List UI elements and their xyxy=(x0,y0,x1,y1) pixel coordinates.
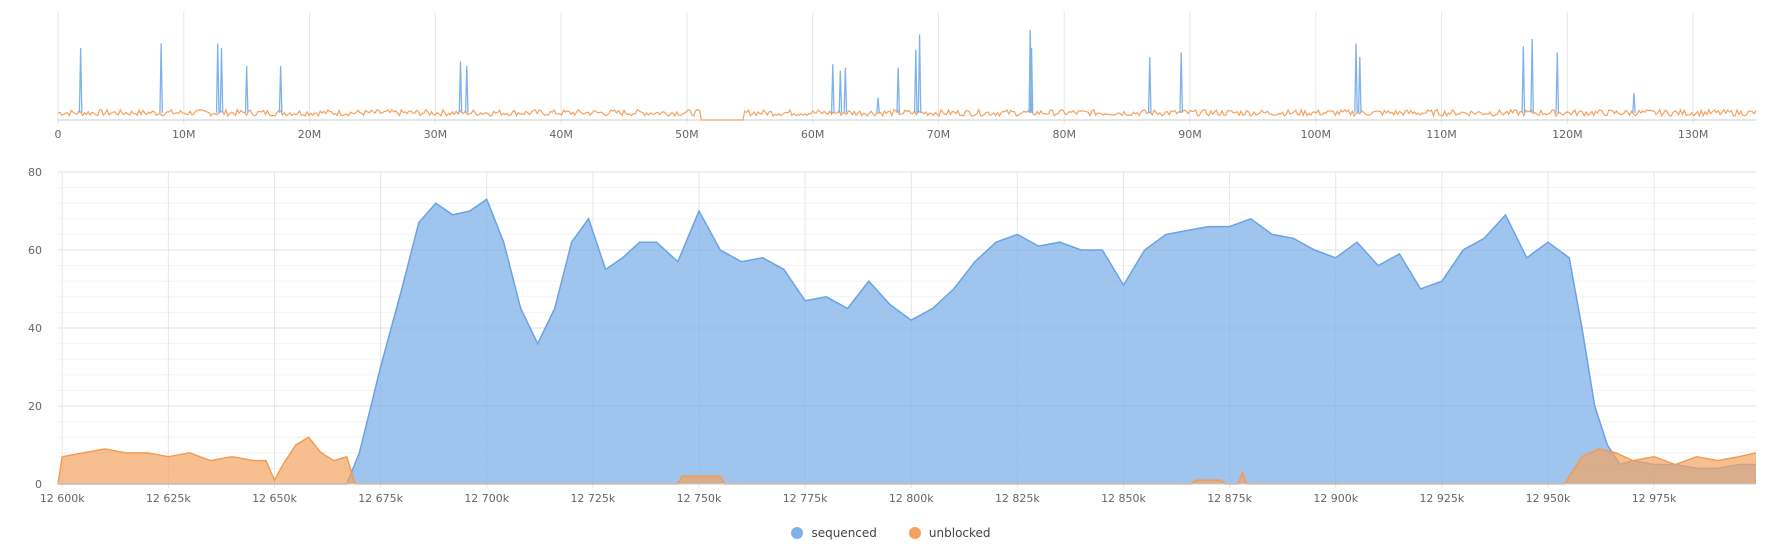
overview-x-tick-label: 90M xyxy=(1178,128,1202,141)
detail-y-tick-label: 40 xyxy=(28,322,42,335)
overview-series-sequenced-spike xyxy=(219,47,224,113)
overview-series-sequenced-spike xyxy=(464,65,469,113)
legend-label-sequenced: sequenced xyxy=(811,526,877,540)
legend-item-sequenced[interactable]: sequenced xyxy=(791,522,877,544)
detail-x-tick-label: 12 675k xyxy=(358,492,403,505)
overview-x-tick-label: 0 xyxy=(55,128,62,141)
overview-x-tick-label: 120M xyxy=(1552,128,1583,141)
overview-x-tick-label: 10M xyxy=(172,128,196,141)
detail-y-tick-label: 0 xyxy=(35,478,42,491)
detail-x-tick-label: 12 800k xyxy=(889,492,934,505)
legend-item-unblocked[interactable]: unblocked xyxy=(908,522,991,544)
overview-series-sequenced-spike xyxy=(159,43,163,113)
overview-x-tick-label: 40M xyxy=(549,128,573,141)
detail-x-tick-label: 12 975k xyxy=(1632,492,1677,505)
detail-x-tick-label: 12 950k xyxy=(1526,492,1571,505)
overview-series-sequenced-spike xyxy=(917,34,922,113)
overview-series-sequenced-spike xyxy=(1179,52,1184,113)
detail-x-tick-label: 12 625k xyxy=(146,492,191,505)
overview-series-sequenced-spike xyxy=(1632,92,1636,113)
detail-x-tick-label: 12 725k xyxy=(570,492,615,505)
detail-line-sequenced xyxy=(58,198,1756,485)
detail-chart[interactable]: 0 20 40 60 80 12 600k 12 625k 12 650k 12 675k 12 … xyxy=(28,166,1757,505)
overview-series-sequenced-spike xyxy=(215,43,220,113)
legend-swatch-sequenced xyxy=(791,527,804,539)
overview-series-sequenced-spike xyxy=(1555,52,1560,113)
overview-x-tick-label: 110M xyxy=(1426,128,1457,141)
detail-x-tick-label: 12 650k xyxy=(252,492,297,505)
detail-y-tick-label: 80 xyxy=(28,166,42,179)
detail-area-sequenced xyxy=(58,199,1756,485)
overview-series-sequenced-spike xyxy=(244,65,249,113)
overview-series-sequenced-spike xyxy=(830,64,835,113)
overview-series-sequenced-spike xyxy=(1029,47,1034,113)
overview-series-sequenced-spike xyxy=(1530,38,1534,113)
detail-x-tick-label: 12 750k xyxy=(677,492,722,505)
legend-label-unblocked: unblocked xyxy=(928,526,991,540)
overview-x-tick-label: 20M xyxy=(298,128,322,141)
detail-x-tick-label: 12 925k xyxy=(1419,492,1464,505)
overview-series-sequenced-spike xyxy=(838,70,843,113)
overview-x-tick-label: 70M xyxy=(927,128,951,141)
overview-series-sequenced-spike xyxy=(1357,56,1362,113)
overview-series-sequenced-spike xyxy=(876,97,880,113)
overview-series-sequenced-spike xyxy=(913,49,918,113)
overview-series-unblocked xyxy=(57,107,1757,121)
overview-series-sequenced-spike xyxy=(1354,43,1358,113)
detail-x-tick-label: 12 825k xyxy=(995,492,1040,505)
detail-y-tick-label: 60 xyxy=(28,244,42,257)
legend-swatch-unblocked xyxy=(908,527,921,539)
overview-x-tick-label: 100M xyxy=(1301,128,1332,141)
overview-x-tick-label: 130M xyxy=(1678,128,1709,141)
detail-x-tick-label: 12 600k xyxy=(40,492,85,505)
detail-x-tick-label: 12 775k xyxy=(783,492,828,505)
overview-chart[interactable]: 0 10M 20M 30M 40M 50M 60M 70M 80M 90M 100M 110M 120M… xyxy=(55,12,1757,141)
overview-series-sequenced-spike xyxy=(278,65,283,113)
overview-series-sequenced-spike xyxy=(78,47,83,113)
chart-area: 0 10M 20M 30M 40M 50M 60M 70M 80M 90M 100M 110M 120M… xyxy=(28,12,1757,505)
overview-x-tick-label: 50M xyxy=(675,128,699,141)
detail-x-tick-label: 12 875k xyxy=(1207,492,1252,505)
overview-x-tick-label: 30M xyxy=(424,128,448,141)
detail-y-tick-label: 20 xyxy=(28,400,42,413)
overview-series-sequenced-spike xyxy=(458,61,463,113)
overview-series-sequenced-spike xyxy=(896,67,901,113)
detail-line-unblocked xyxy=(57,436,1757,485)
overview-series-sequenced-spike xyxy=(1147,56,1152,113)
overview-x-tick-label: 60M xyxy=(801,128,825,141)
overview-series-sequenced-spike xyxy=(843,67,848,113)
detail-x-tick-label: 12 850k xyxy=(1101,492,1146,505)
legend: sequenced unblocked xyxy=(0,522,1782,544)
overview-series-sequenced-spike xyxy=(1521,46,1526,113)
detail-x-tick-label: 12 900k xyxy=(1313,492,1358,505)
detail-x-tick-label: 12 700k xyxy=(464,492,509,505)
detail-area-unblocked xyxy=(58,437,1756,484)
overview-x-tick-label: 80M xyxy=(1052,128,1076,141)
